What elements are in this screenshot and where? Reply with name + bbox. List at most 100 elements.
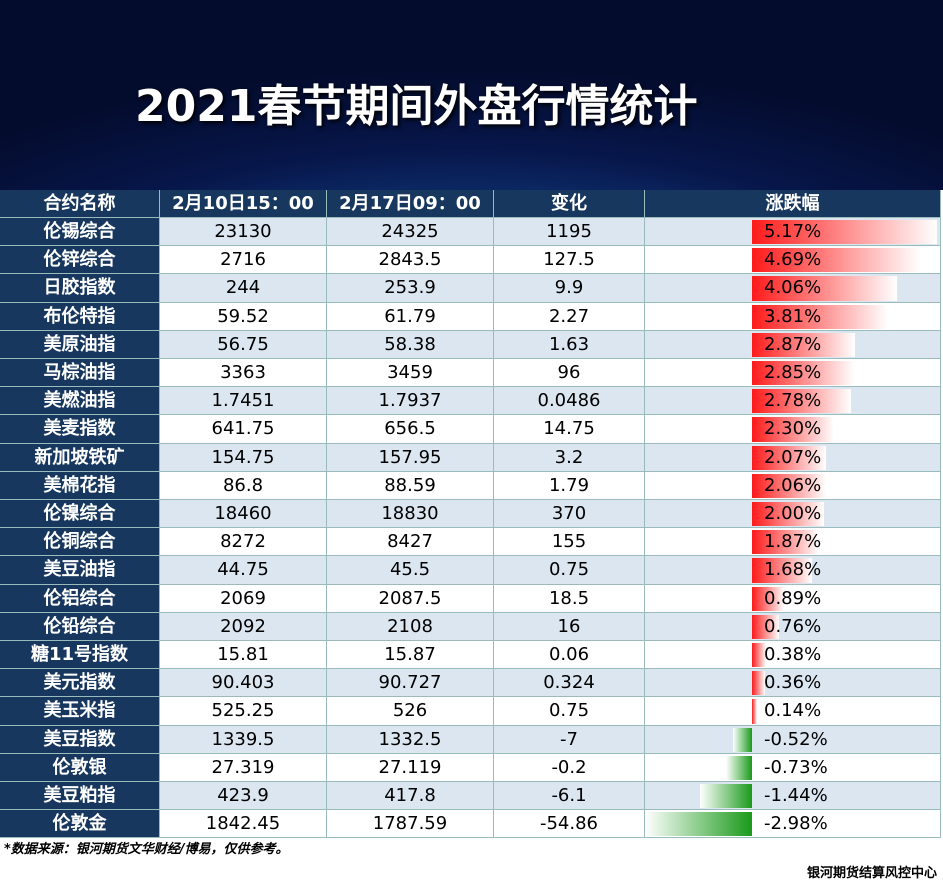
cell: 1.79 (494, 471, 645, 500)
pct-label: 2.87% (764, 333, 822, 355)
cell: -7 (494, 725, 645, 754)
pct-cell (645, 782, 941, 811)
cell: 23130 (160, 218, 327, 247)
cell: 525.25 (160, 697, 327, 726)
cell: 154.75 (160, 443, 327, 472)
cell: 3459 (327, 359, 494, 388)
row-name: 马棕油指 (0, 359, 160, 388)
cell: 90.403 (160, 669, 327, 698)
cell: -54.86 (494, 810, 645, 839)
cell: 45.5 (327, 556, 494, 585)
row-name: 新加坡铁矿 (0, 443, 160, 472)
cell: 0.324 (494, 669, 645, 698)
source-note: *数据来源：银河期货文华财经/博易，仅供参考。 (4, 842, 289, 857)
down-bar (645, 812, 752, 837)
cell: 656.5 (327, 415, 494, 444)
up-bar (752, 445, 827, 470)
pct-label: 2.06% (764, 474, 822, 496)
cell: 2108 (327, 612, 494, 641)
cell: 155 (494, 528, 645, 557)
pct-label: 2.07% (764, 446, 822, 468)
pct-label: -0.73% (764, 756, 828, 778)
cell: 1332.5 (327, 725, 494, 754)
cell: 157.95 (327, 443, 494, 472)
cell: 244 (160, 274, 327, 303)
row-name: 美玉米指 (0, 697, 160, 726)
cell: 18.5 (494, 584, 645, 613)
pct-cell (645, 641, 941, 670)
cell: 1842.45 (160, 810, 327, 839)
row-name: 伦镍综合 (0, 500, 160, 529)
up-bar (752, 304, 889, 329)
row-name: 美元指数 (0, 669, 160, 698)
cell: 44.75 (160, 556, 327, 585)
cell: 2087.5 (327, 584, 494, 613)
up-bar (752, 502, 824, 527)
pct-label: 0.76% (764, 615, 822, 637)
row-name: 美原油指 (0, 330, 160, 359)
row-name: 日胶指数 (0, 274, 160, 303)
column-header: 涨跌幅 (645, 190, 941, 218)
cell: 0.75 (494, 556, 645, 585)
cell: 58.38 (327, 330, 494, 359)
pct-label: -0.52% (764, 728, 828, 750)
row-name: 糖11号指数 (0, 641, 160, 670)
cell: 1339.5 (160, 725, 327, 754)
row-name: 美麦指数 (0, 415, 160, 444)
up-bar (752, 361, 854, 386)
cell: 9.9 (494, 274, 645, 303)
up-bar (752, 220, 937, 245)
cell: 15.87 (327, 641, 494, 670)
row-name: 美豆油指 (0, 556, 160, 585)
cell: 18830 (327, 500, 494, 529)
pct-label: 0.36% (764, 672, 822, 694)
pct-label: 2.30% (764, 418, 822, 440)
pct-label: 5.17% (764, 221, 822, 242)
row-name: 伦铝综合 (0, 584, 160, 613)
down-bar (700, 784, 752, 809)
cell: 253.9 (327, 274, 494, 303)
cell: 14.75 (494, 415, 645, 444)
row-name: 伦锡综合 (0, 218, 160, 247)
pct-label: 2.78% (764, 390, 822, 412)
cell: 18460 (160, 500, 327, 529)
pct-label: 3.81% (764, 305, 822, 327)
row-name: 美豆粕指 (0, 782, 160, 811)
up-bar (752, 614, 780, 639)
up-bar (752, 417, 835, 442)
pct-label: -1.44% (764, 785, 828, 806)
cell: 61.79 (327, 302, 494, 331)
pct-label: 0.89% (764, 587, 822, 609)
up-bar (752, 558, 813, 583)
column-header: 2月10日15：00 (160, 190, 327, 218)
cell: 27.319 (160, 753, 327, 782)
cell: 1195 (494, 218, 645, 247)
cell: 0.0486 (494, 387, 645, 416)
up-bar (752, 530, 819, 555)
pct-label: 4.69% (764, 249, 822, 271)
pct-label: 0.14% (764, 700, 822, 722)
column-header: 合约名称 (0, 190, 160, 218)
up-bar (752, 276, 898, 301)
row-name: 伦锌综合 (0, 246, 160, 275)
title: 2021春节期间外盘行情统计 (135, 81, 698, 132)
cell: 88.59 (327, 471, 494, 500)
column-header: 2月17日09：00 (327, 190, 494, 218)
pct-cell (645, 725, 941, 754)
pct-cell (645, 612, 941, 641)
cell: 16 (494, 612, 645, 641)
cell: -6.1 (494, 782, 645, 811)
row-name: 伦敦银 (0, 753, 160, 782)
row-name: 美棉花指 (0, 471, 160, 500)
up-bar (752, 586, 784, 611)
organization: 银河期货结算风控中心 (806, 866, 937, 881)
up-bar (752, 248, 920, 273)
up-bar (752, 332, 855, 357)
cell: 641.75 (160, 415, 327, 444)
pct-label: 2.85% (764, 362, 822, 383)
cell: 8427 (327, 528, 494, 557)
cell: 86.8 (160, 471, 327, 500)
cell: 27.119 (327, 753, 494, 782)
column-header: 变化 (494, 190, 645, 218)
pct-label: 4.06% (764, 277, 822, 299)
